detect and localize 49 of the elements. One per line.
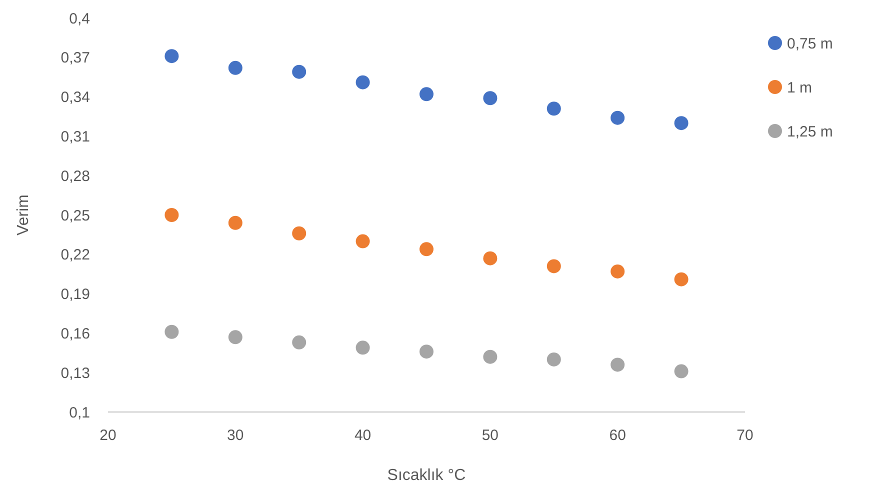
point xyxy=(610,264,625,278)
x-tick-label: 20 xyxy=(100,427,116,444)
y-tick-label: 0,1 xyxy=(69,404,90,422)
x-tick-label: 40 xyxy=(354,427,372,444)
y-tick-label: 0,22 xyxy=(60,246,90,264)
point xyxy=(546,102,561,116)
x-tick-label: 50 xyxy=(482,427,499,444)
x-axis-title: Sıcaklık °C xyxy=(387,467,466,484)
point xyxy=(164,208,179,222)
y-tick-label: 0,34 xyxy=(60,89,90,106)
legend-label: 0,75 m xyxy=(787,35,833,52)
y-tick-label: 0,37 xyxy=(60,50,90,67)
x-tick-label: 70 xyxy=(736,427,754,444)
point xyxy=(610,358,625,372)
point xyxy=(483,251,498,266)
y-axis-title: Verim xyxy=(15,194,32,236)
point xyxy=(356,75,370,90)
point xyxy=(483,91,498,106)
x-tick-label: 60 xyxy=(609,427,626,444)
point xyxy=(546,352,561,366)
point xyxy=(292,335,306,350)
y-tick-label: 0,31 xyxy=(60,128,90,146)
y-tick-label: 0,19 xyxy=(60,286,90,304)
legend-label: 1 m xyxy=(787,79,812,96)
point xyxy=(356,234,370,248)
point xyxy=(674,272,688,286)
x-tick-label: 30 xyxy=(227,427,244,444)
y-tick-label: 0,16 xyxy=(60,325,90,342)
point xyxy=(228,60,242,75)
point xyxy=(674,364,688,378)
legend-label: 1,25 m xyxy=(787,123,833,140)
point xyxy=(420,344,434,359)
point xyxy=(483,350,498,364)
point xyxy=(356,340,370,355)
point xyxy=(674,116,688,130)
y-tick-label: 0,4 xyxy=(69,10,90,28)
point xyxy=(420,87,434,102)
point xyxy=(164,49,179,64)
y-tick-label: 0,25 xyxy=(60,207,90,224)
point xyxy=(546,259,561,274)
point xyxy=(164,324,179,339)
point xyxy=(292,64,306,79)
point xyxy=(292,226,306,240)
y-tick-label: 0,13 xyxy=(60,364,90,382)
point xyxy=(228,216,242,230)
point xyxy=(610,110,625,125)
point xyxy=(228,330,242,344)
y-tick-label: 0,28 xyxy=(60,168,90,185)
point xyxy=(420,242,434,256)
